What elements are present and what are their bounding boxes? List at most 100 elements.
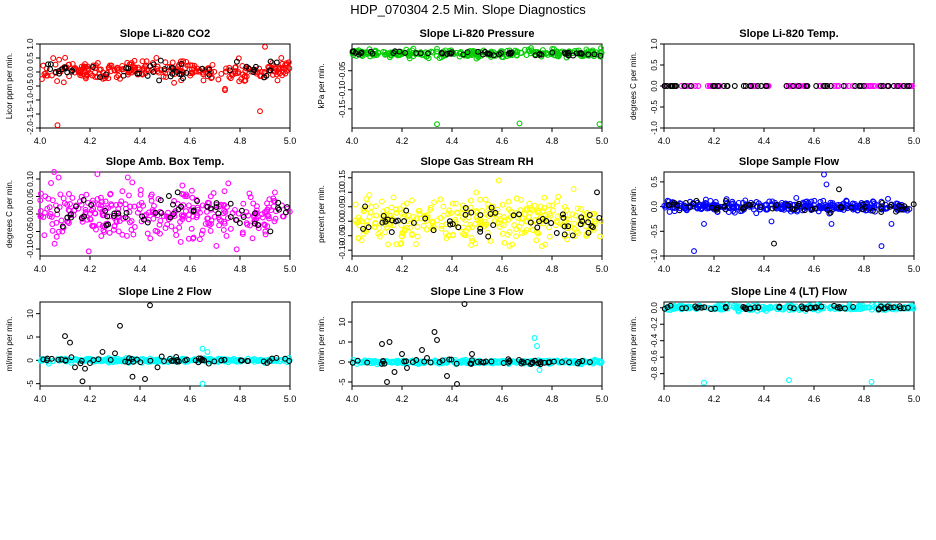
data-point: [850, 83, 856, 89]
data-point: [262, 43, 268, 50]
data-point: [438, 225, 445, 232]
y-tick-label: 1.0: [26, 38, 35, 50]
x-tick-label: 4.2: [84, 394, 97, 404]
data-point: [423, 226, 430, 233]
data-point: [382, 229, 388, 236]
data-point: [151, 68, 158, 75]
x-tick-label: 4.0: [658, 394, 671, 404]
x-tick-label: 4.8: [858, 264, 871, 274]
x-tick-label: 5.0: [284, 264, 297, 274]
data-point: [89, 222, 96, 229]
data-point: [59, 66, 66, 73]
data-point: [91, 69, 98, 76]
data-point: [278, 55, 285, 61]
y-axis-label: percent per min.: [317, 185, 326, 243]
data-point: [518, 358, 525, 365]
data-point: [113, 219, 120, 225]
data-point: [598, 48, 605, 55]
data-point: [422, 215, 429, 222]
data-point: [129, 179, 136, 186]
y-axis-label: ml/min per min.: [629, 317, 638, 372]
data-point: [267, 58, 274, 65]
chart-title: Slope Li-820 CO2: [120, 28, 210, 40]
data-point: [831, 83, 838, 89]
data-point: [125, 68, 132, 75]
data-point: [139, 213, 146, 220]
data-point: [437, 196, 444, 203]
data-point: [546, 202, 553, 209]
data-point: [376, 233, 383, 240]
data-point: [484, 50, 491, 57]
data-point: [729, 205, 736, 212]
y-tick-label: 0.05: [26, 188, 35, 204]
data-point: [380, 358, 387, 365]
data-point: [537, 359, 544, 365]
x-tick-label: 4.2: [396, 136, 409, 146]
data-point: [700, 201, 707, 208]
data-point: [277, 358, 284, 365]
data-point: [461, 301, 468, 307]
data-point: [185, 202, 192, 209]
data-point: [188, 225, 195, 232]
data-point: [693, 197, 700, 204]
data-point: [497, 50, 504, 57]
data-point: [206, 66, 213, 73]
data-point: [352, 49, 359, 56]
data-point: [183, 58, 190, 65]
data-point: [827, 209, 834, 216]
x-tick-label: 5.0: [908, 136, 921, 146]
data-point: [509, 241, 516, 248]
data-point: [516, 211, 522, 218]
data-point: [879, 199, 886, 206]
x-tick-label: 4.4: [446, 394, 459, 404]
data-point: [137, 191, 144, 198]
data-point: [384, 379, 390, 385]
data-point: [150, 69, 157, 76]
data-point: [218, 70, 225, 77]
data-point: [432, 357, 439, 364]
data-point: [486, 205, 492, 212]
y-tick-label: -0.10: [338, 241, 347, 260]
data-point: [884, 303, 891, 310]
y-axis-label: degrees C per min.: [5, 180, 14, 248]
data-point: [664, 304, 671, 311]
data-point: [362, 203, 369, 210]
data-point: [870, 83, 876, 89]
data-point: [414, 233, 421, 240]
chart-temp: Slope Li-820 Temp. 4.0 4.2 4.4 4.6 4.8 5.0 -1.0…: [629, 28, 920, 146]
data-point: [62, 357, 69, 364]
series-all: [661, 171, 913, 255]
data-point: [463, 227, 470, 234]
data-point: [190, 357, 197, 364]
data-point: [730, 204, 737, 211]
data-point: [182, 193, 188, 200]
data-point: [809, 206, 816, 213]
data-point: [528, 361, 534, 368]
data-point: [264, 212, 271, 219]
data-point: [284, 204, 290, 211]
data-point: [898, 203, 905, 210]
data-point: [356, 222, 363, 229]
data-point: [867, 83, 874, 89]
data-point: [99, 348, 106, 355]
data-point: [77, 70, 84, 76]
data-point: [80, 64, 87, 71]
series-all: [662, 301, 917, 386]
y-tick-label: 0.5: [26, 52, 35, 64]
data-point: [789, 205, 796, 212]
data-point: [772, 304, 779, 311]
data-point: [565, 223, 572, 230]
data-point: [225, 180, 232, 187]
data-point: [48, 213, 55, 220]
data-point: [119, 188, 126, 195]
data-point: [574, 360, 581, 367]
data-point: [279, 213, 286, 220]
data-point: [871, 200, 878, 207]
data-point: [176, 224, 183, 231]
data-point: [414, 223, 421, 230]
x-tick-label: 4.6: [808, 264, 821, 274]
data-point: [262, 231, 269, 238]
data-point: [420, 222, 427, 229]
data-point: [143, 67, 150, 73]
data-point: [83, 73, 90, 80]
